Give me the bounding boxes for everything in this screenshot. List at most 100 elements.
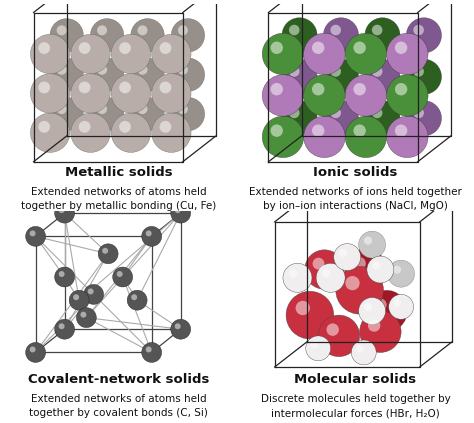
Circle shape (91, 19, 124, 52)
Circle shape (262, 116, 304, 158)
Circle shape (71, 34, 110, 74)
Circle shape (38, 42, 50, 54)
Circle shape (81, 312, 86, 318)
Circle shape (323, 101, 359, 136)
Circle shape (366, 290, 407, 332)
Circle shape (282, 101, 317, 136)
Circle shape (55, 203, 74, 223)
Circle shape (354, 41, 366, 54)
Circle shape (271, 41, 283, 54)
Circle shape (304, 116, 345, 158)
Circle shape (59, 271, 64, 277)
Circle shape (262, 33, 304, 75)
Circle shape (97, 65, 107, 75)
Circle shape (395, 41, 407, 54)
Circle shape (323, 59, 359, 94)
Circle shape (336, 266, 383, 314)
Circle shape (29, 346, 36, 352)
Circle shape (289, 269, 298, 278)
Circle shape (330, 108, 341, 118)
Circle shape (351, 340, 376, 365)
Circle shape (372, 261, 380, 269)
Circle shape (372, 108, 383, 118)
Text: Molecular solids: Molecular solids (294, 373, 417, 386)
Circle shape (354, 257, 366, 269)
Circle shape (56, 65, 67, 75)
Circle shape (142, 343, 162, 363)
Circle shape (312, 258, 324, 269)
Circle shape (91, 58, 124, 91)
Circle shape (387, 33, 428, 75)
Circle shape (69, 290, 89, 310)
Circle shape (71, 74, 110, 113)
Circle shape (113, 267, 133, 287)
Circle shape (330, 25, 341, 36)
Circle shape (406, 18, 441, 53)
Circle shape (345, 249, 387, 290)
Circle shape (367, 256, 394, 283)
Circle shape (271, 124, 283, 137)
Circle shape (50, 19, 83, 52)
Circle shape (360, 311, 401, 352)
Circle shape (178, 65, 188, 75)
Circle shape (56, 25, 67, 36)
Circle shape (137, 104, 147, 114)
Circle shape (59, 323, 64, 329)
Circle shape (283, 263, 312, 292)
Circle shape (79, 82, 91, 93)
Text: Extended networks of ions held together: Extended networks of ions held together (249, 187, 462, 197)
Circle shape (137, 25, 147, 36)
Circle shape (111, 34, 151, 74)
Circle shape (111, 113, 151, 152)
Text: Extended networks of atoms held: Extended networks of atoms held (31, 394, 206, 404)
Text: Discrete molecules held together by: Discrete molecules held together by (261, 394, 450, 404)
Circle shape (364, 236, 372, 244)
Circle shape (406, 59, 441, 94)
Circle shape (79, 121, 91, 133)
Circle shape (59, 207, 64, 213)
Circle shape (354, 83, 366, 96)
Circle shape (171, 97, 205, 131)
Circle shape (152, 74, 191, 113)
Text: together by covalent bonds (C, Si): together by covalent bonds (C, Si) (29, 409, 208, 418)
Circle shape (91, 97, 124, 131)
Circle shape (387, 116, 428, 158)
Circle shape (117, 271, 123, 277)
Text: Extended networks of atoms held: Extended networks of atoms held (31, 187, 206, 197)
Circle shape (26, 226, 46, 246)
Circle shape (304, 33, 345, 75)
Circle shape (171, 19, 205, 52)
Circle shape (323, 18, 359, 53)
Circle shape (71, 113, 110, 152)
Circle shape (406, 101, 441, 136)
Circle shape (97, 25, 107, 36)
Circle shape (171, 319, 191, 339)
Circle shape (354, 124, 366, 137)
Text: intermolecular forces (HBr, H₂O): intermolecular forces (HBr, H₂O) (271, 409, 440, 418)
Circle shape (345, 116, 387, 158)
Circle shape (395, 83, 407, 96)
Circle shape (316, 263, 345, 292)
Text: by ion–ion interactions (NaCl, MgO): by ion–ion interactions (NaCl, MgO) (263, 201, 448, 211)
Circle shape (50, 97, 83, 131)
Circle shape (175, 323, 181, 329)
Circle shape (29, 231, 36, 236)
Circle shape (289, 66, 300, 77)
Text: together by metallic bonding (Cu, Fe): together by metallic bonding (Cu, Fe) (21, 201, 216, 211)
Circle shape (312, 124, 324, 137)
Circle shape (131, 294, 137, 300)
Circle shape (146, 231, 152, 236)
Circle shape (152, 34, 191, 74)
Circle shape (387, 75, 428, 116)
Circle shape (312, 83, 324, 96)
Circle shape (131, 97, 164, 131)
Circle shape (413, 25, 424, 36)
Circle shape (345, 33, 387, 75)
Circle shape (160, 121, 172, 133)
Circle shape (413, 108, 424, 118)
Circle shape (142, 226, 162, 246)
Circle shape (393, 299, 401, 307)
Circle shape (119, 82, 131, 93)
Circle shape (131, 19, 164, 52)
Circle shape (55, 319, 74, 339)
